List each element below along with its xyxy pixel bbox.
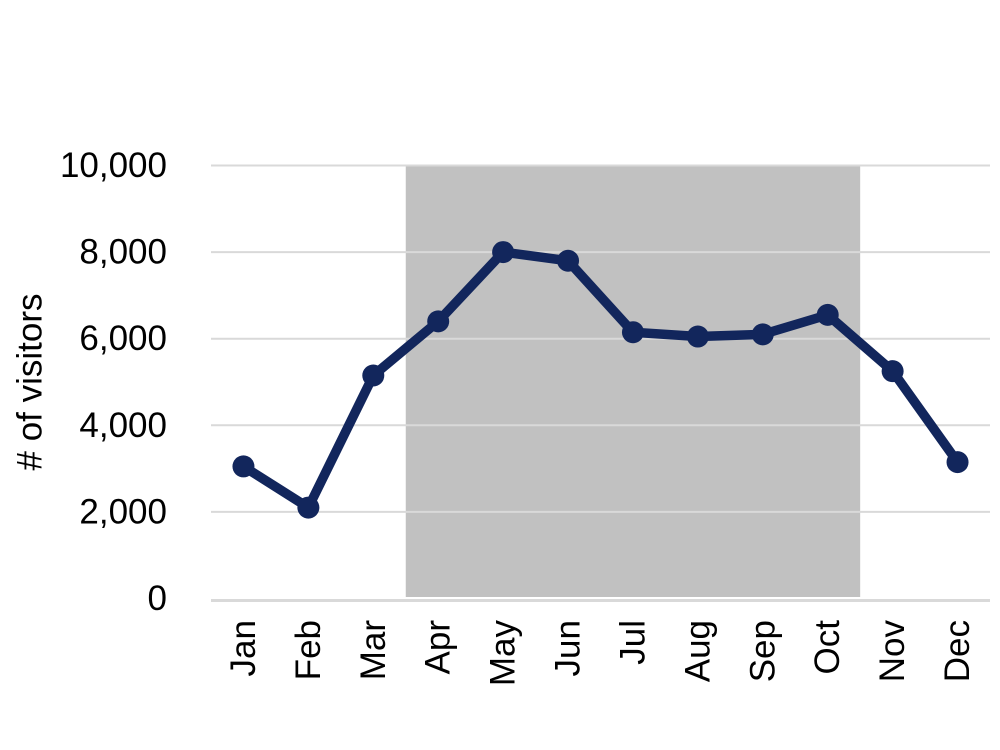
y-axis-title: # of visitors [11, 294, 50, 471]
x-tick-label: May [484, 620, 523, 687]
data-point-oct [816, 303, 839, 326]
y-tick-label: 0 [148, 579, 167, 618]
x-tick-label: Mar [354, 620, 393, 681]
data-point-nov [881, 360, 904, 383]
x-axis-tick-labels: Jan Feb Mar Apr May Jun Jul Aug Sep Oct Nov Dec [224, 620, 977, 687]
data-point-may [492, 241, 515, 264]
x-tick-label: Jul [613, 620, 652, 665]
y-tick-label: 10,000 [60, 146, 167, 185]
data-point-apr [427, 310, 450, 333]
x-tick-label: Feb [289, 620, 328, 680]
y-tick-label: 6,000 [79, 319, 167, 358]
series-line [238, 247, 963, 513]
data-point-sep [751, 323, 774, 346]
x-tick-label: Nov [873, 620, 912, 683]
y-tick-label: 8,000 [79, 233, 167, 272]
x-tick-label: Sep [743, 620, 782, 682]
y-axis-tick-labels: 0 2,000 4,000 6,000 8,000 10,000 [60, 146, 167, 618]
x-tick-label: Oct [808, 620, 847, 675]
data-point-aug [686, 325, 709, 348]
x-tick-label: Dec [938, 620, 977, 682]
data-point-dec [946, 451, 969, 474]
data-point-jul [621, 321, 644, 344]
data-point-jan [232, 455, 255, 478]
y-tick-label: 2,000 [79, 492, 167, 531]
gridlines [211, 164, 990, 513]
x-tick-label: Jun [549, 620, 588, 676]
data-point-jun [557, 249, 580, 272]
y-tick-label: 4,000 [79, 406, 167, 445]
x-tick-label: Aug [678, 620, 717, 682]
data-point-mar [362, 364, 385, 387]
shaded-band [405, 166, 861, 597]
x-tick-label: Jan [224, 620, 263, 676]
x-tick-label: Apr [419, 620, 458, 675]
data-point-feb [297, 496, 320, 519]
